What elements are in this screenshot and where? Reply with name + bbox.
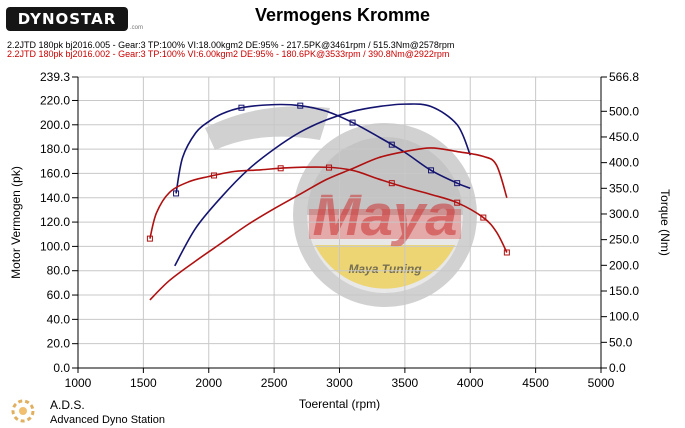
maya-tuning-watermark: Maya Maya Tuning (205, 106, 477, 307)
y2-tick-label: 250.0 (609, 233, 639, 247)
series-marker (173, 190, 180, 197)
y2-tick-label: 200.0 (609, 258, 639, 272)
series-marker (238, 104, 245, 111)
y2-tick-label: 100.0 (609, 310, 639, 324)
watermark-wing (205, 106, 330, 150)
y-tick-label: 0.0 (53, 361, 70, 375)
y2-tick-label: 500.0 (609, 104, 639, 118)
series-marker (454, 199, 461, 206)
series-marker (503, 249, 510, 256)
grid (77, 76, 602, 369)
watermark-red-band (309, 209, 461, 239)
y-tick-label: 100.0 (40, 239, 70, 253)
watermark-gold-band (315, 245, 455, 289)
y-tick-label: 120.0 (40, 215, 70, 229)
y-tick-label: 220.0 (40, 93, 70, 107)
watermark-brand: Maya (312, 183, 457, 248)
y-tick-label: 60.0 (47, 288, 71, 302)
run-info-1: 2.2JTD 180pk bj2016.005 - Gear:3 TP:100%… (7, 40, 455, 50)
y2-tick-label: 400.0 (609, 156, 639, 170)
y-tick-label: 239.3 (40, 70, 70, 84)
series-marker (349, 119, 356, 126)
y-axis-label: Motor Vermogen (pk) (9, 166, 23, 279)
series-marker (388, 141, 395, 148)
ads-full-name: Advanced Dyno Station (50, 414, 165, 426)
y-tick-label: 140.0 (40, 191, 70, 205)
series-marker (297, 102, 304, 109)
ads-logo-icon (11, 399, 35, 423)
dynostar-logo: DYNOSTAR (6, 7, 128, 31)
series-marker (480, 214, 487, 221)
y-tick-label: 20.0 (47, 337, 71, 351)
series-marker (326, 164, 333, 171)
y-tick-label: 180.0 (40, 142, 70, 156)
y2-axis-label: Torque (Nm) (658, 189, 672, 256)
y2-tick-label: 450.0 (609, 130, 639, 144)
axes: 0.0 20.0 40.0 60.0 80.0 100.0 120.0 140.0 160.0 1… (40, 70, 639, 390)
y2-tick-label: 50.0 (609, 335, 633, 349)
x-tick-label: 1500 (130, 376, 157, 390)
x-tick-label: 2000 (195, 376, 222, 390)
series-marker (454, 180, 461, 187)
y-tick-label: 80.0 (47, 264, 71, 278)
x-tick-label: 5000 (588, 376, 615, 390)
run-info-2: 2.2JTD 180pk bj2016.002 - Gear:3 TP:100%… (7, 49, 450, 59)
x-tick-label: 4500 (522, 376, 549, 390)
dynostar-logo-suffix: .com (130, 25, 144, 31)
series-line-2 (175, 103, 471, 194)
x-tick-label: 4000 (457, 376, 484, 390)
series-marker (210, 172, 217, 179)
y2-tick-label: 0.0 (609, 361, 626, 375)
chart-title: Vermogens Kromme (254, 5, 431, 25)
y2-tick-label: 300.0 (609, 207, 639, 221)
x-tick-label: 2500 (261, 376, 288, 390)
y2-tick-label: 350.0 (609, 181, 639, 195)
x-axis-label: Toerental (rpm) (299, 397, 380, 411)
y2-tick-label: 150.0 (609, 284, 639, 298)
x-tick-label: 3000 (326, 376, 353, 390)
series-marker (388, 180, 395, 187)
ads-label: A.D.S. (50, 398, 85, 412)
series-line-3 (149, 147, 508, 301)
series-marker (277, 165, 284, 172)
x-tick-label: 3500 (392, 376, 419, 390)
y2-tick-label: 566.8 (609, 70, 639, 84)
x-tick-label: 1000 (65, 376, 92, 390)
watermark-subtitle: Maya Tuning (348, 262, 422, 276)
series (146, 102, 510, 301)
series-marker (428, 167, 435, 174)
watermark-black-band (307, 137, 463, 215)
y-tick-label: 40.0 (47, 312, 71, 326)
series-marker (146, 235, 153, 242)
y-tick-label: 160.0 (40, 166, 70, 180)
y-tick-label: 200.0 (40, 118, 70, 132)
series-line-1 (174, 103, 471, 267)
axis-labels: Toerental (rpm) Motor Vermogen (pk) Torque… (9, 166, 672, 411)
